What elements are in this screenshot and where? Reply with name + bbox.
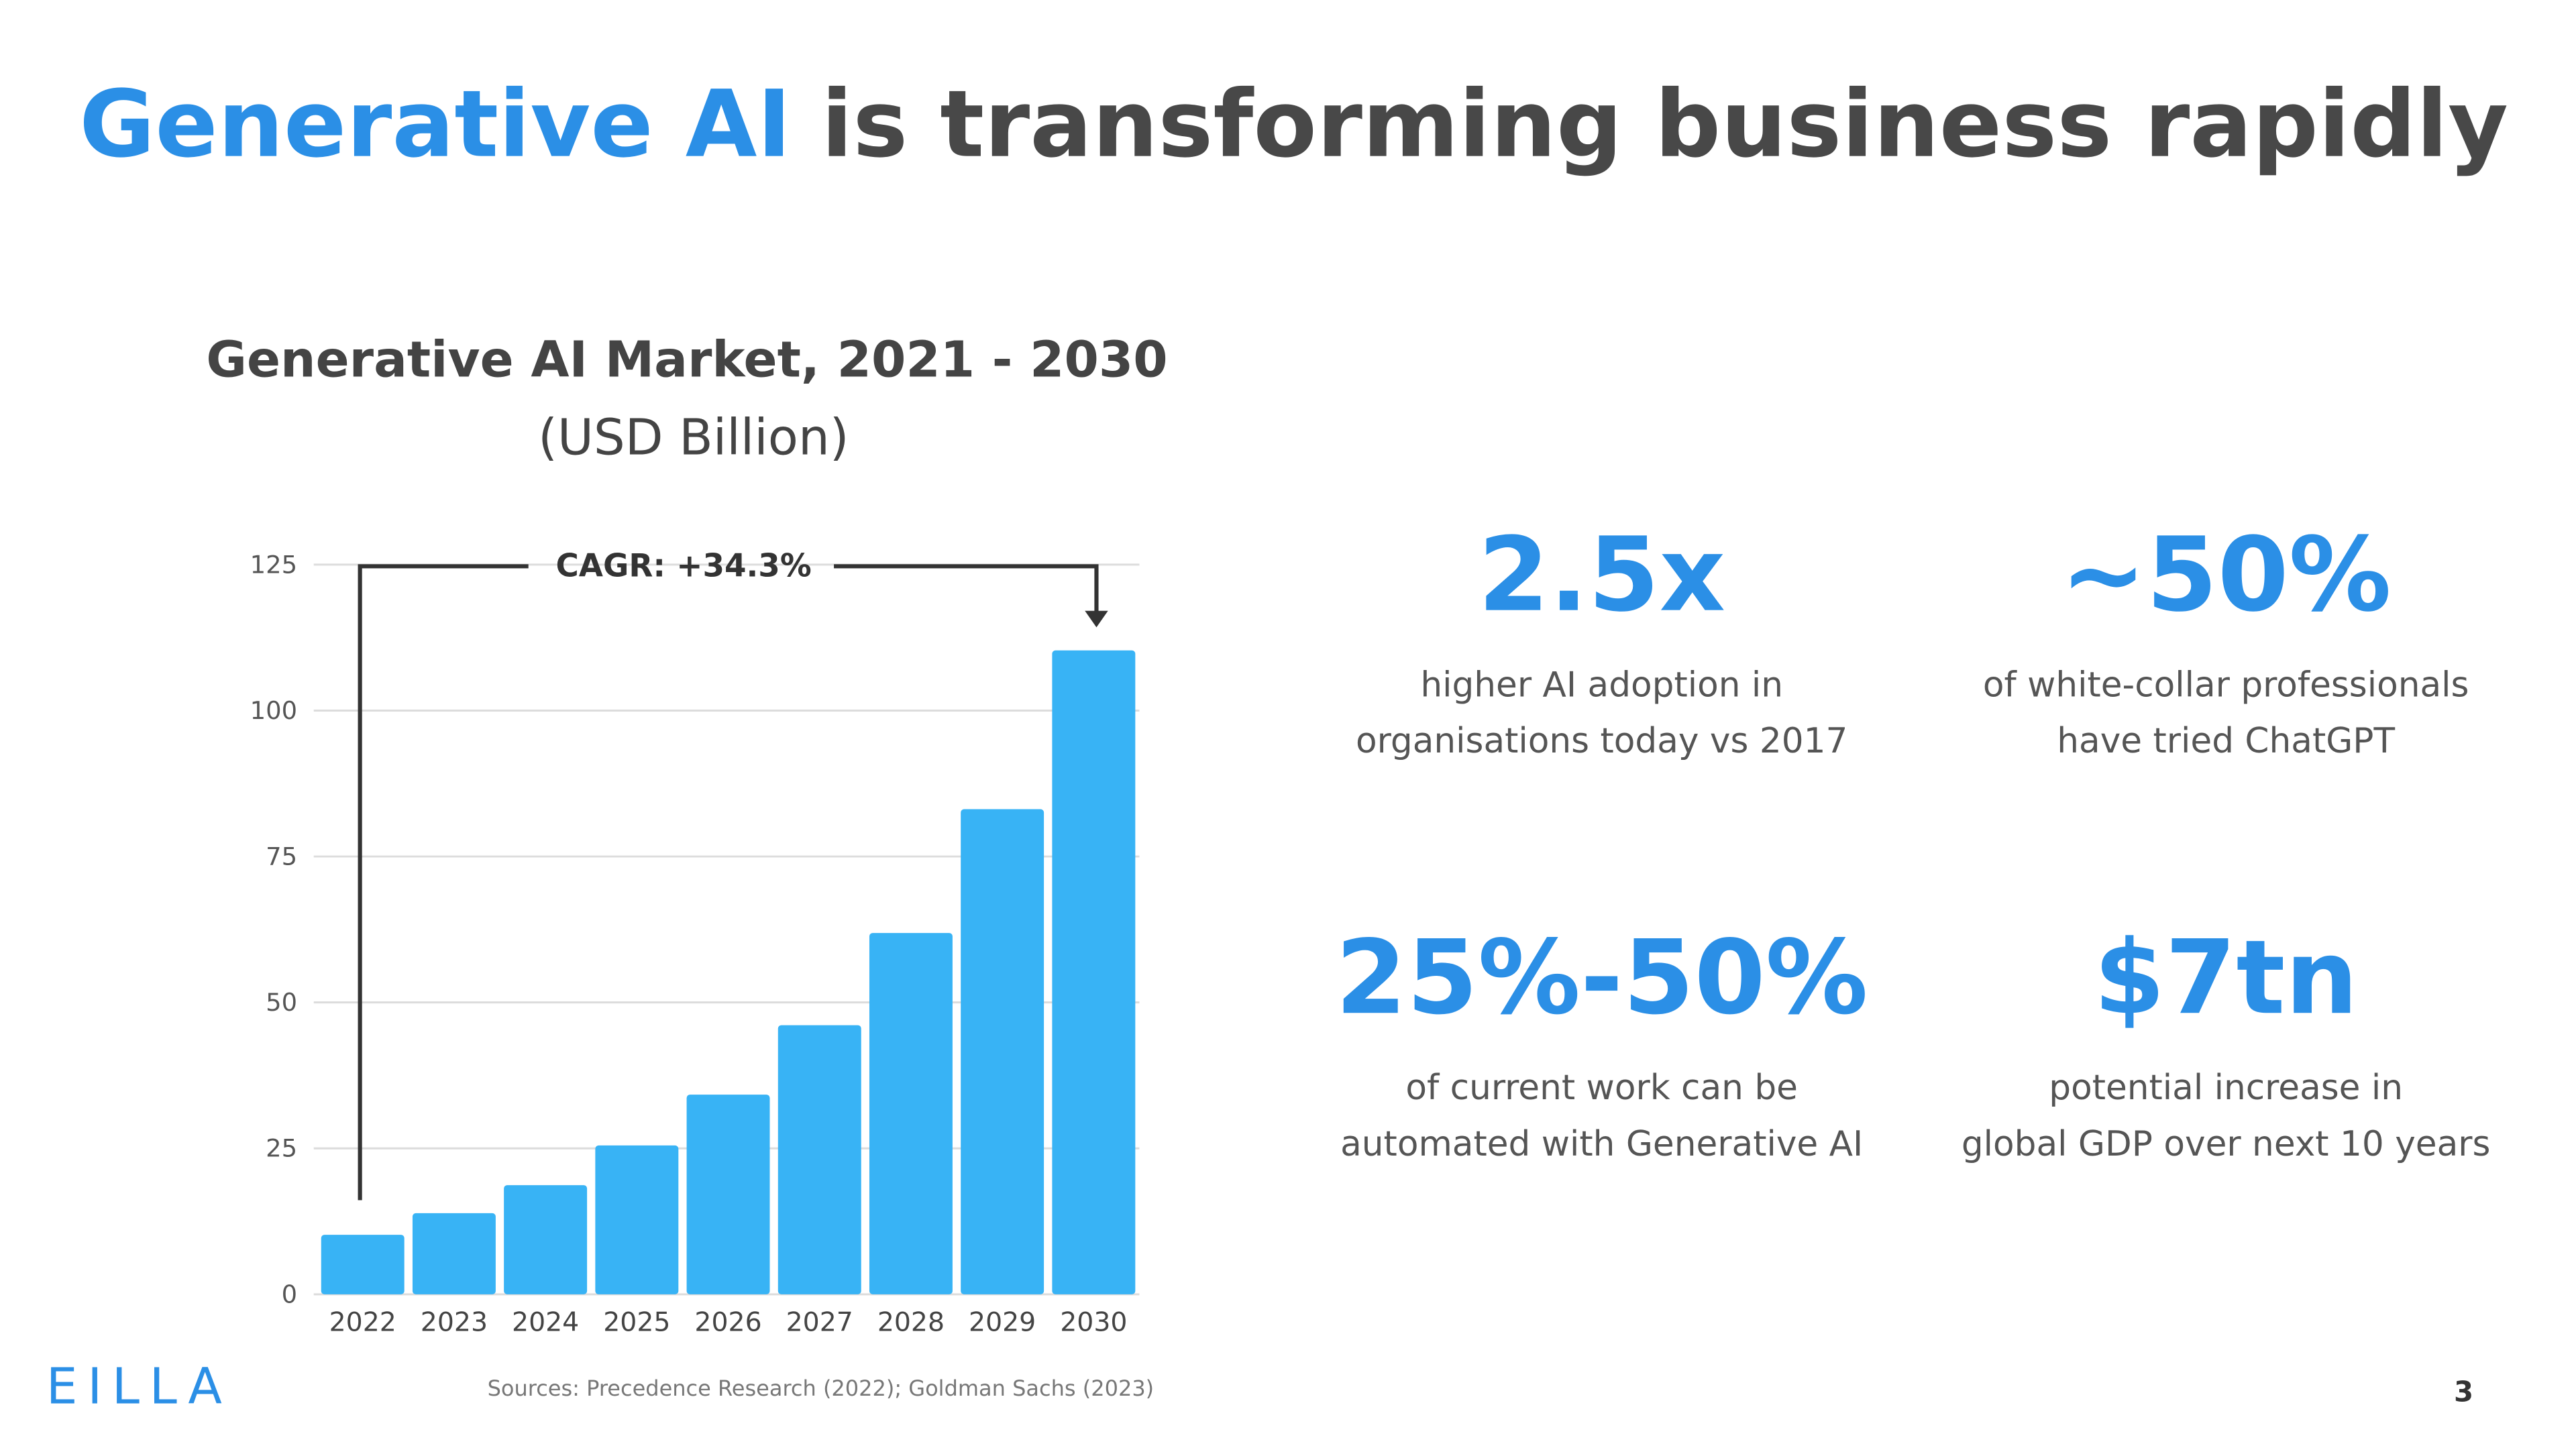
y-tick-label: 100 <box>250 696 297 725</box>
slide-title: Generative AI is transforming business ra… <box>79 70 2508 178</box>
cagr-connector <box>834 564 1099 620</box>
stats: 2.5x higher AI adoption in organisations t… <box>1336 515 2491 1164</box>
x-tick-label: 2028 <box>877 1307 945 1338</box>
cagr-arrowhead <box>1085 610 1108 628</box>
stat-description: of current work can be <box>1405 1068 1798 1108</box>
bar <box>1052 650 1136 1294</box>
x-tick-label: 2023 <box>421 1307 488 1338</box>
x-tick-label: 2025 <box>603 1307 670 1338</box>
sources: Sources: Precedence Research (2022); Gol… <box>488 1376 1155 1401</box>
title-highlight: Generative AI <box>79 70 792 178</box>
stat-value: ~50% <box>2061 515 2392 634</box>
y-tick-label: 125 <box>250 550 297 579</box>
y-tick-label: 0 <box>282 1280 297 1308</box>
stat-value: $7tn <box>2094 917 2358 1037</box>
bar <box>504 1185 588 1294</box>
x-tick-label: 2026 <box>694 1307 761 1338</box>
stat-description: global GDP over next 10 years <box>1962 1124 2491 1164</box>
x-tick-label: 2024 <box>512 1307 579 1338</box>
cagr-connector <box>358 564 529 1201</box>
chart-title: Generative AI Market, 2021 - 2030 <box>206 331 1167 389</box>
bar <box>777 1025 861 1294</box>
bar <box>412 1213 496 1294</box>
bar <box>961 809 1044 1294</box>
y-tick-label: 75 <box>266 842 297 871</box>
stat-description: automated with Generative AI <box>1340 1124 1863 1164</box>
x-tick-label: 2029 <box>969 1307 1036 1338</box>
plot: 0 25 50 75 100 125 2022 2023 2024 2025 2026 2027 202… <box>250 550 1140 1338</box>
y-tick-label: 25 <box>266 1134 297 1163</box>
stat-value: 2.5x <box>1478 515 1725 634</box>
cagr-annotation: CAGR: +34.3% <box>555 548 811 584</box>
bar <box>321 1235 405 1294</box>
bar <box>595 1145 679 1294</box>
x-tick-label: 2030 <box>1060 1307 1127 1338</box>
bar <box>869 933 953 1294</box>
x-tick-label: 2022 <box>329 1307 396 1338</box>
page-number: 3 <box>2454 1376 2473 1408</box>
stat-description: higher AI adoption in <box>1420 665 1783 706</box>
logo: EILLA <box>46 1358 232 1416</box>
stat-description: have tried ChatGPT <box>2057 721 2395 761</box>
stat-description: potential increase in <box>2049 1068 2403 1108</box>
stat-value: 25%-50% <box>1336 917 1868 1037</box>
stat-description: organisations today vs 2017 <box>1356 721 1847 761</box>
chart-subtitle: (USD Billion) <box>538 408 849 466</box>
x-tick-label: 2027 <box>786 1307 853 1338</box>
stat-description: of white-collar professionals <box>1983 665 2469 706</box>
y-tick-label: 50 <box>266 988 297 1017</box>
title-rest: is transforming business rapidly <box>821 70 2508 178</box>
bar <box>686 1095 770 1294</box>
